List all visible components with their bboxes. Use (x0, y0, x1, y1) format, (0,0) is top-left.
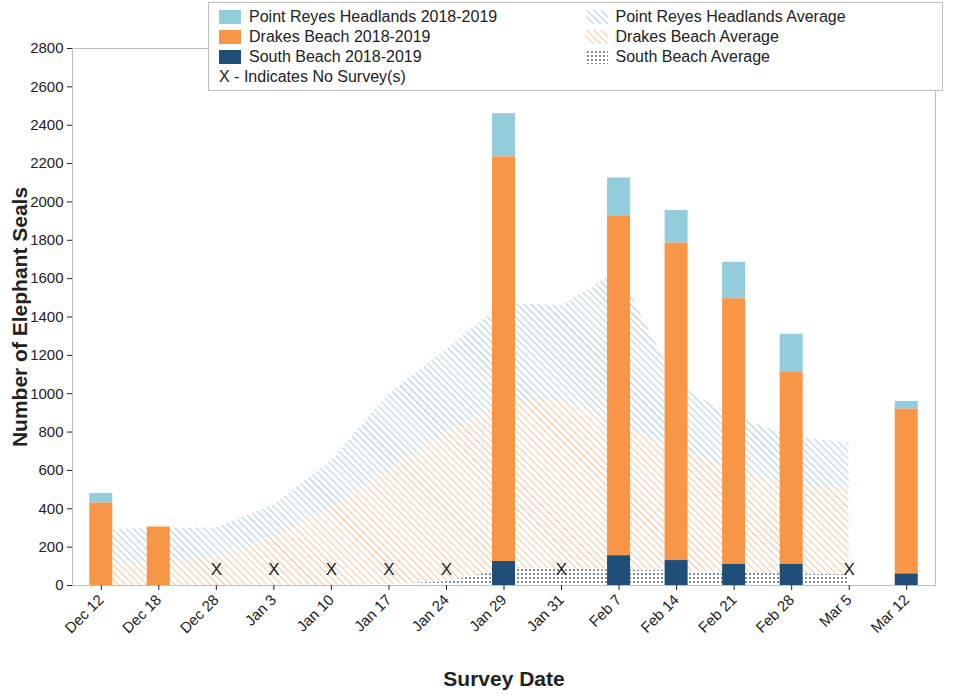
svg-text:1400: 1400 (30, 308, 63, 325)
svg-text:X: X (441, 560, 452, 579)
svg-text:X: X (326, 560, 337, 579)
svg-text:0: 0 (55, 576, 63, 593)
svg-text:400: 400 (38, 500, 63, 517)
svg-text:X: X (268, 560, 279, 579)
html-text:Point Reyes Headlands Average: Point Reyes Headlands Average (615, 8, 846, 25)
svg-text:Survey Date: Survey Date (443, 667, 564, 690)
svg-text:2400: 2400 (30, 116, 63, 133)
svg-text:Jan 10: Jan 10 (293, 591, 337, 635)
svg-text:X: X (844, 560, 855, 579)
svg-text:X: X (556, 560, 567, 579)
svg-text:Mar 12: Mar 12 (867, 591, 912, 636)
svg-text:Dec 28: Dec 28 (176, 591, 222, 637)
svg-text:Mar 5: Mar 5 (816, 591, 855, 630)
svg-text:2600: 2600 (30, 78, 63, 95)
svg-text:Jan 24: Jan 24 (408, 591, 452, 635)
svg-text:Jan 3: Jan 3 (241, 591, 279, 629)
html-text:X - Indicates No Survey(s): X - Indicates No Survey(s) (219, 68, 406, 85)
svg-text:Dec 18: Dec 18 (119, 591, 165, 637)
html-text:Drakes Beach 2018-2019: Drakes Beach 2018-2019 (249, 28, 431, 45)
svg-text:1600: 1600 (30, 269, 63, 286)
svg-text:Feb 7: Feb 7 (585, 591, 624, 630)
svg-text:800: 800 (38, 423, 63, 440)
svg-text:X: X (211, 560, 222, 579)
svg-text:Feb 21: Feb 21 (695, 591, 740, 636)
svg-text:Number of Elephant Seals: Number of Elephant Seals (8, 187, 31, 447)
html-text:South Beach Average: South Beach Average (615, 48, 770, 65)
svg-text:1200: 1200 (30, 346, 63, 363)
svg-text:Jan 29: Jan 29 (466, 591, 510, 635)
svg-text:2200: 2200 (30, 154, 63, 171)
html-text:Drakes Beach Average: Drakes Beach Average (615, 28, 779, 45)
svg-text:200: 200 (38, 538, 63, 555)
svg-text:1000: 1000 (30, 385, 63, 402)
svg-text:Jan 17: Jan 17 (351, 591, 395, 635)
svg-text:X: X (383, 560, 394, 579)
html-text:Point Reyes Headlands 2018-201: Point Reyes Headlands 2018-2019 (249, 8, 498, 25)
html-text:South Beach 2018-2019: South Beach 2018-2019 (249, 48, 422, 65)
svg-text:1800: 1800 (30, 231, 63, 248)
svg-text:Jan 31: Jan 31 (523, 591, 567, 635)
svg-text:Feb 14: Feb 14 (637, 591, 682, 636)
svg-text:2000: 2000 (30, 193, 63, 210)
svg-text:2800: 2800 (30, 39, 63, 56)
svg-text:600: 600 (38, 461, 63, 478)
svg-text:Feb 28: Feb 28 (752, 591, 797, 636)
svg-text:Dec 12: Dec 12 (61, 591, 107, 637)
